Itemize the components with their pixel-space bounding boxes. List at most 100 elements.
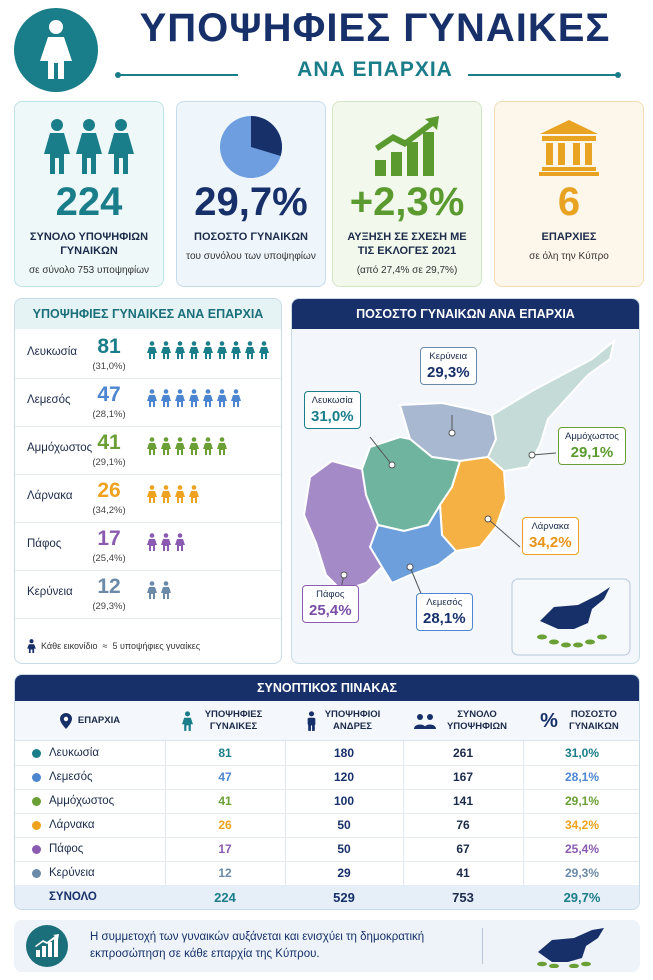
map-label-value: 28,1% bbox=[423, 610, 466, 627]
total-label: ΣΥΝΟΛΟ bbox=[49, 891, 97, 904]
panel-title: ΠΟΣΟΣΤΟ ΓΥΝΑΙΚΩΝ ΑΝΑ ΕΠΑΡΧΙΑ bbox=[292, 299, 639, 329]
stat-sub: σε όλη την Κύπρο bbox=[529, 251, 609, 262]
stat-card-total-women: 224 ΣΥΝΟΛΟ ΥΠΟΨΗΦΙΩΝ ΓΥΝΑΙΚΩΝ σε σύνολο … bbox=[14, 101, 164, 287]
woman-icon bbox=[189, 485, 199, 508]
province-row: Κερύνεια 12 (29,3%) bbox=[15, 571, 281, 619]
map-region-paphos bbox=[302, 459, 384, 593]
cell-province: Αμμόχωστος bbox=[49, 795, 115, 808]
province-pct: (28,1%) bbox=[92, 409, 126, 420]
province-count: 12 bbox=[97, 575, 121, 598]
woman-icons bbox=[147, 389, 241, 412]
province-color-dot bbox=[32, 869, 41, 878]
woman-icon bbox=[181, 711, 193, 731]
province-pct: (31,0%) bbox=[92, 361, 126, 372]
map-panel: ΠΟΣΟΣΤΟ ΓΥΝΑΙΚΩΝ ΑΝΑ ΕΠΑΡΧΙΑ bbox=[291, 298, 640, 664]
map-label-value: 25,4% bbox=[309, 602, 352, 619]
province-pct: (34,2%) bbox=[92, 505, 126, 516]
cell-province: Πάφος bbox=[49, 843, 84, 856]
three-women-icon bbox=[15, 112, 163, 182]
cell-total: 141 bbox=[452, 794, 474, 809]
cell-women: 47 bbox=[218, 770, 232, 785]
province-row: Λευκωσία 81 (31,0%) bbox=[15, 331, 281, 379]
province-count: 26 bbox=[97, 479, 121, 502]
province-color-dot bbox=[32, 749, 41, 758]
woman-icon bbox=[161, 389, 171, 412]
table-row: Λεμεσός 47 120 167 28,1% bbox=[15, 765, 639, 790]
woman-icon bbox=[147, 389, 157, 412]
divider bbox=[403, 741, 404, 909]
woman-icon bbox=[231, 341, 241, 364]
province-row: Πάφος 17 (25,4%) bbox=[15, 523, 281, 571]
woman-icon bbox=[203, 341, 213, 364]
stat-sub: του συνόλου των υποψηφίων bbox=[186, 251, 316, 262]
table-row: Αμμόχωστος 41 100 141 29,1% bbox=[15, 789, 639, 814]
map-label-name: Λεμεσός bbox=[426, 597, 463, 608]
stat-value: +2,3% bbox=[349, 180, 465, 224]
map-label-name: Πάφος bbox=[316, 589, 345, 600]
total-women: 224 bbox=[214, 889, 236, 905]
province-name: Κερύνεια bbox=[27, 586, 73, 598]
table-title: ΣΥΝΟΠΤΙΚΟΣ ΠΙΝΑΚΑΣ bbox=[15, 675, 639, 701]
cell-pct: 29,3% bbox=[564, 866, 600, 881]
woman-icon bbox=[14, 8, 98, 92]
cell-province: Λευκωσία bbox=[49, 747, 99, 760]
cell-pct: 31,0% bbox=[564, 746, 600, 761]
woman-icon bbox=[175, 485, 185, 508]
woman-icon bbox=[147, 485, 157, 508]
cell-men: 100 bbox=[333, 794, 355, 809]
footer: Η συμμετοχή των γυναικών αυξάνεται και ε… bbox=[14, 920, 640, 972]
stat-card-provinces: 6 ΕΠΑΡΧΙΕΣ σε όλη την Κύπρο bbox=[494, 101, 644, 287]
table-header: ΕΠΑΡΧΙΑ ΥΠΟΨΗΦΙΕΣ ΓΥΝΑΙΚΕΣ ΥΠΟΨΗΦΙΟΙ ΑΝΔ… bbox=[15, 701, 639, 741]
stat-value: 6 bbox=[557, 180, 581, 224]
building-icon bbox=[495, 112, 643, 182]
woman-icons bbox=[147, 437, 227, 460]
province-pct: (29,1%) bbox=[92, 457, 126, 468]
woman-icon bbox=[231, 389, 241, 412]
map-label-value: 31,0% bbox=[311, 408, 354, 425]
woman-icon bbox=[147, 581, 157, 604]
cell-men: 50 bbox=[337, 842, 351, 857]
province-count: 47 bbox=[97, 383, 121, 406]
divider bbox=[165, 741, 166, 909]
note-eq: ≈ bbox=[102, 641, 108, 651]
divider bbox=[115, 72, 238, 78]
map-label-value: 29,3% bbox=[427, 364, 470, 381]
woman-icon bbox=[217, 341, 227, 364]
province-count: 81 bbox=[97, 335, 121, 358]
woman-icon bbox=[175, 437, 185, 460]
woman-icon bbox=[217, 389, 227, 412]
woman-icon bbox=[203, 389, 213, 412]
page-subtitle: ΑΝΑ ΕΠΑΡΧΙΑ bbox=[297, 58, 453, 81]
cell-total: 167 bbox=[452, 770, 474, 785]
stat-sub: (από 27,4% σε 29,7%) bbox=[356, 265, 458, 276]
cyprus-map bbox=[302, 338, 631, 656]
cell-total: 67 bbox=[456, 842, 470, 857]
map-label-name: Λευκωσία bbox=[311, 395, 353, 406]
province-color-dot bbox=[32, 773, 41, 782]
woman-icon bbox=[189, 389, 199, 412]
total-total: 753 bbox=[452, 889, 474, 905]
woman-icons bbox=[147, 581, 171, 604]
province-name: Λευκωσία bbox=[27, 346, 77, 358]
province-row: Αμμόχωστος 41 (29,1%) bbox=[15, 427, 281, 475]
divider bbox=[482, 928, 483, 964]
cell-women: 41 bbox=[218, 794, 232, 809]
woman-icon bbox=[217, 437, 227, 460]
panel-title: ΥΠΟΨΗΦΙΕΣ ΓΥΝΑΙΚΕΣ ΑΝΑ ΕΠΑΡΧΙΑ bbox=[15, 299, 281, 329]
province-row: Λεμεσός 47 (28,1%) bbox=[15, 379, 281, 427]
woman-icon bbox=[203, 437, 213, 460]
province-color-dot bbox=[32, 821, 41, 830]
cell-province: Λεμεσός bbox=[49, 771, 93, 784]
stat-label: ΠΟΣΟΣΤΟ ΓΥΝΑΙΚΩΝ bbox=[194, 231, 308, 243]
divider bbox=[468, 72, 621, 78]
cell-women: 12 bbox=[218, 866, 232, 881]
percent-icon: % bbox=[540, 710, 558, 732]
stat-sub: σε σύνολο 753 υποψηφίων bbox=[28, 265, 150, 276]
group-icon bbox=[414, 714, 436, 729]
map-label-name: Κερύνεια bbox=[429, 351, 468, 362]
table-row: Λευκωσία 81 180 261 31,0% bbox=[15, 741, 639, 766]
table-row: Λάρνακα 26 50 76 34,2% bbox=[15, 813, 639, 838]
cell-women: 26 bbox=[218, 818, 232, 833]
woman-icons bbox=[147, 341, 269, 364]
woman-icon bbox=[161, 341, 171, 364]
